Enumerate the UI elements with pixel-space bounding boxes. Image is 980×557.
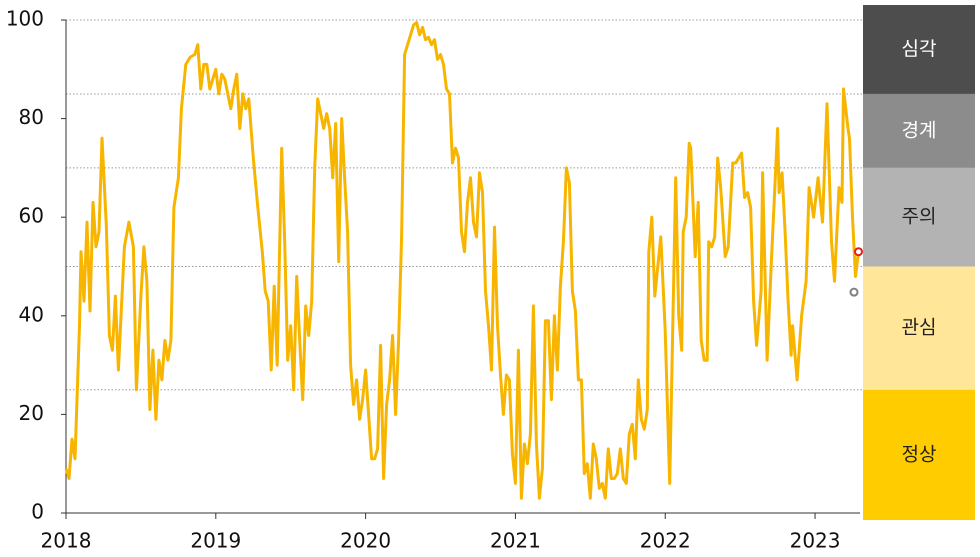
band bbox=[863, 167, 975, 267]
band bbox=[863, 389, 975, 520]
band-label: 주의 bbox=[902, 206, 937, 228]
band-label: 심각 bbox=[902, 38, 937, 60]
x-tick-label: 2018 bbox=[41, 529, 92, 553]
y-tick-label: 80 bbox=[19, 105, 44, 129]
x-tick-label: 2022 bbox=[640, 529, 691, 553]
data-line bbox=[64, 21, 860, 500]
x-tick-label: 2019 bbox=[190, 529, 241, 553]
y-tick-label: 0 bbox=[31, 500, 44, 524]
y-tick-label: 40 bbox=[19, 302, 44, 326]
band bbox=[863, 93, 975, 168]
marker bbox=[849, 287, 859, 297]
y-tick-label: 20 bbox=[19, 401, 44, 425]
band bbox=[863, 266, 975, 390]
y-tick-label: 100 bbox=[6, 7, 44, 31]
marker bbox=[854, 247, 864, 257]
band-label: 경계 bbox=[902, 119, 937, 141]
x-tick-label: 2023 bbox=[790, 529, 841, 553]
x-tick-label: 2020 bbox=[340, 529, 391, 553]
band-label: 정상 bbox=[902, 443, 937, 465]
y-tick-label: 60 bbox=[19, 204, 44, 228]
band bbox=[863, 5, 975, 94]
band-label: 관심 bbox=[902, 317, 937, 339]
x-tick-label: 2021 bbox=[490, 529, 541, 553]
